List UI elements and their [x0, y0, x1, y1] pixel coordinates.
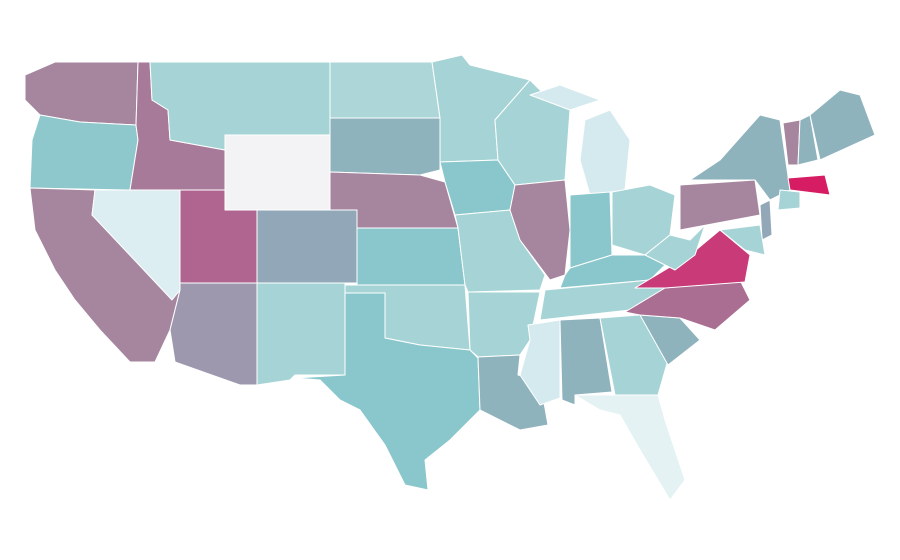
- state-region: [256, 282, 346, 386]
- state-region: [759, 199, 773, 241]
- state-region: [579, 109, 631, 196]
- state-region: [809, 89, 876, 161]
- state-region: [797, 114, 819, 166]
- state-region: [29, 114, 139, 191]
- state-region: [356, 227, 466, 286]
- state-region: [224, 134, 331, 211]
- state-region: [679, 179, 761, 231]
- state-region: [509, 179, 571, 281]
- state-region: [329, 117, 441, 176]
- state-region: [689, 114, 791, 201]
- state-region: [574, 394, 686, 501]
- state-region: [529, 84, 601, 111]
- state-region: [777, 189, 801, 211]
- state-region: [169, 282, 258, 386]
- state-region: [256, 209, 358, 284]
- state-region: [787, 174, 831, 196]
- state-region: [719, 224, 766, 256]
- state-region: [294, 292, 481, 491]
- state-region: [494, 79, 571, 186]
- state-region: [329, 61, 441, 119]
